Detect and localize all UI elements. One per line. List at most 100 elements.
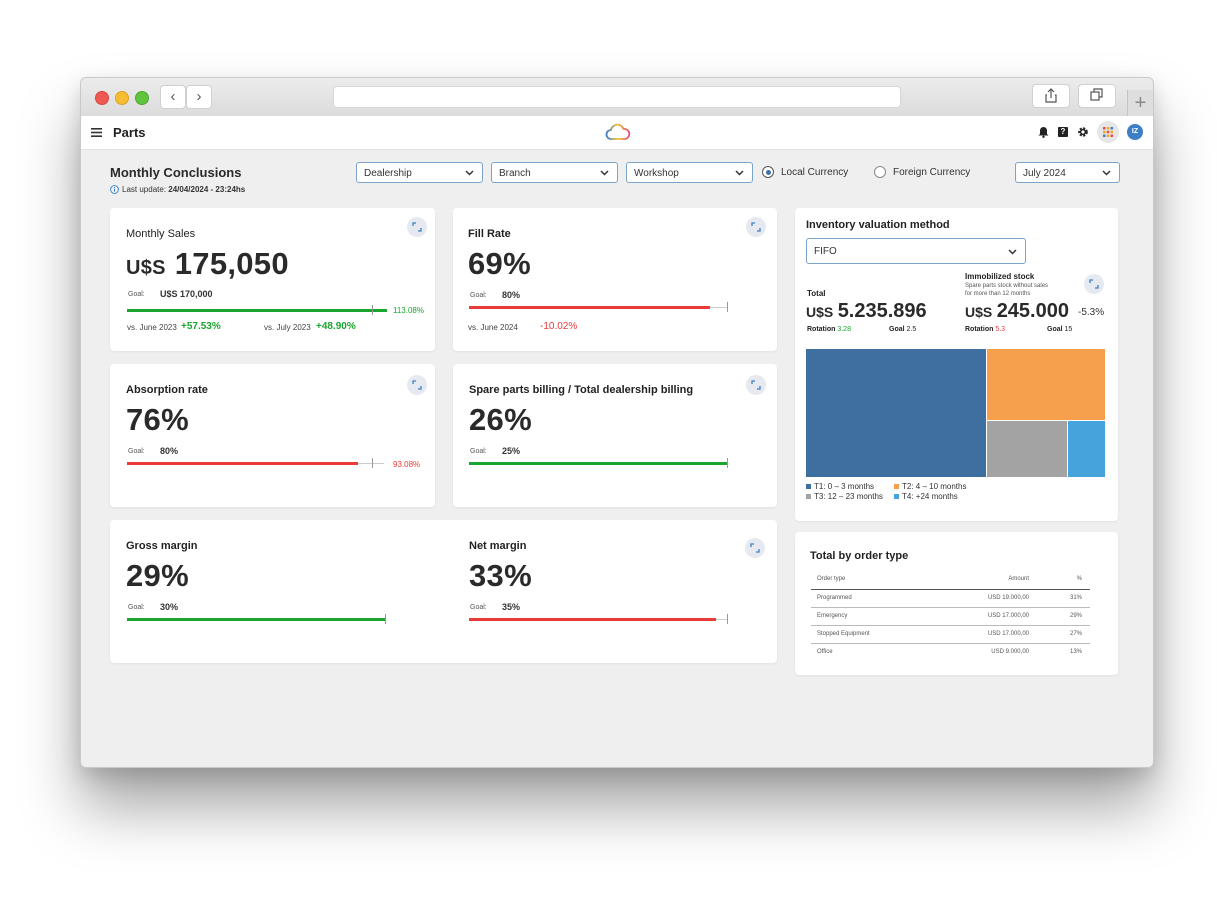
address-bar[interactable]: [333, 86, 901, 108]
foreign-currency-radio[interactable]: [874, 166, 886, 178]
legend-swatch: [806, 484, 811, 489]
chevron-right-icon: ›: [196, 88, 202, 105]
goal-marker: [385, 614, 386, 624]
comparison-value: -10.02%: [540, 321, 578, 332]
immobilized-desc-1: Spare parts stock without sales: [965, 283, 1049, 289]
treemap-tile-t3[interactable]: [986, 421, 1067, 477]
browser-toolbar: ‹ › +: [81, 78, 1153, 117]
valuation-method-select[interactable]: FIFO: [806, 238, 1026, 264]
expand-icon: [412, 380, 422, 390]
inventory-title: Inventory valuation method: [806, 219, 950, 231]
table-cell: Programmed: [817, 595, 852, 601]
branch-select[interactable]: Branch: [491, 162, 618, 183]
legend-label: T3: 12 – 23 months: [814, 492, 883, 501]
goal-label: Goal: [889, 326, 905, 333]
tabs-icon: [1090, 88, 1103, 101]
goal-value: 25%: [502, 446, 521, 456]
local-currency-radio[interactable]: [762, 166, 774, 178]
immobilized-value: U$S 245.000: [965, 300, 1069, 323]
page-title: Monthly Conclusions: [110, 165, 242, 180]
order-type-title: Total by order type: [810, 550, 909, 562]
immobilized-currency: U$S: [965, 304, 993, 320]
goal-label: Goal:: [128, 604, 145, 611]
dealership-select[interactable]: Dealership: [356, 162, 483, 183]
dealership-select-label: Dealership: [364, 168, 412, 179]
expand-button[interactable]: [746, 375, 766, 395]
back-button[interactable]: ‹: [160, 85, 186, 109]
table-cell: Emergency: [817, 613, 848, 619]
info-icon: [110, 185, 119, 194]
dashboard-content: Monthly Conclusions Last update: 24/04/2…: [81, 150, 1153, 767]
column-header: %: [1076, 575, 1082, 582]
immobilized-title: Immobilized stock: [965, 272, 1035, 281]
comparison-value: +48.90%: [316, 321, 356, 332]
total-currency: U$S: [806, 304, 834, 320]
total-label: Total: [807, 289, 826, 298]
expand-icon: [750, 543, 760, 553]
tabs-overview-button[interactable]: [1078, 84, 1116, 108]
goal-value: 30%: [160, 602, 179, 612]
gear-icon[interactable]: [1077, 126, 1089, 138]
period-select-label: July 2024: [1023, 168, 1066, 179]
minimize-window-button[interactable]: [115, 91, 129, 105]
monthly-sales-card: Monthly Sales U$S 175,050 Goal: U$S 170,…: [110, 208, 435, 351]
table-row[interactable]: Stopped Equipment USD 17.000,00 27%: [811, 625, 1090, 643]
progress-bar: [469, 462, 728, 465]
table-cell: USD 19.000,00: [987, 595, 1029, 601]
help-icon[interactable]: ?: [1058, 127, 1068, 137]
progress-track: [358, 463, 384, 464]
progress-track: [716, 619, 728, 620]
expand-button[interactable]: [407, 375, 427, 395]
app-title: Parts: [113, 125, 146, 140]
legend-swatch: [894, 484, 899, 489]
last-update-label: Last update:: [122, 185, 167, 194]
cloud-logo-icon: [605, 123, 631, 140]
legend-label: T2: 4 – 10 months: [902, 482, 967, 491]
goal-marker: [372, 305, 373, 315]
progress-track: [710, 307, 728, 308]
period-select[interactable]: July 2024: [1015, 162, 1120, 183]
share-button[interactable]: [1032, 84, 1070, 108]
apps-grid-button[interactable]: [1097, 121, 1119, 143]
monthly-sales-title: Monthly Sales: [126, 228, 196, 240]
monthly-sales-amount: 175,050: [174, 246, 289, 281]
expand-icon: [1089, 279, 1099, 289]
table-cell: Stopped Equipment: [817, 631, 870, 637]
spare-billing-title: Spare parts billing / Total dealership b…: [469, 384, 694, 396]
progress-bar: [469, 306, 710, 309]
workshop-select[interactable]: Workshop: [626, 162, 753, 183]
order-type-table: Order type Amount % Programmed USD 19.00…: [811, 569, 1090, 656]
expand-button[interactable]: [745, 538, 765, 558]
forward-button[interactable]: ›: [186, 85, 212, 109]
bell-icon[interactable]: [1038, 126, 1049, 138]
treemap-tile-t4[interactable]: [1067, 421, 1105, 477]
rotation-value: 5.3: [995, 326, 1006, 333]
chevron-down-icon: [1102, 170, 1111, 176]
expand-button[interactable]: [407, 217, 427, 237]
treemap-tile-t1[interactable]: [806, 349, 986, 477]
inventory-card: Inventory valuation method FIFO Total U$…: [795, 208, 1118, 521]
zoom-window-button[interactable]: [135, 91, 149, 105]
legend-item: T1: 0 – 3 months: [806, 482, 874, 491]
goal-marker: [727, 614, 728, 624]
table-row[interactable]: Programmed USD 19.000,00 31%: [811, 589, 1090, 607]
goal-label: Goal:: [470, 292, 487, 299]
table-cell: 13%: [1069, 649, 1082, 656]
column-header: Amount: [1008, 575, 1029, 582]
table-cell: USD 9.000,00: [991, 649, 1029, 656]
share-icon: [1045, 88, 1057, 103]
absorption-title: Absorption rate: [126, 384, 208, 396]
hamburger-menu-icon[interactable]: [91, 128, 102, 137]
goal-value: 80%: [160, 446, 179, 456]
new-tab-button[interactable]: +: [1127, 90, 1153, 116]
net-margin-value: 33%: [469, 558, 532, 593]
treemap-tile-t2[interactable]: [986, 349, 1105, 421]
table-row[interactable]: Emergency USD 17.000,00 29%: [811, 607, 1090, 625]
expand-button[interactable]: [1084, 274, 1104, 294]
legend-label: T1: 0 – 3 months: [814, 482, 875, 491]
expand-button[interactable]: [746, 217, 766, 237]
user-avatar[interactable]: IZ: [1127, 124, 1143, 140]
rotation-value: 3.28: [837, 326, 851, 333]
table-row[interactable]: Office USD 9.000,00 13%: [811, 643, 1090, 656]
close-window-button[interactable]: [95, 91, 109, 105]
